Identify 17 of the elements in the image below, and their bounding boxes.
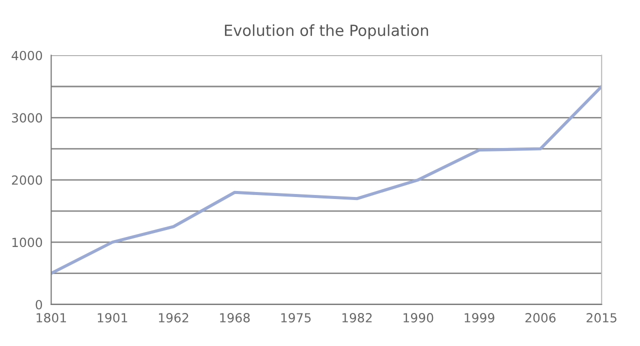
x-tick-label: 1901 — [98, 313, 128, 322]
y-tick-label: 0 — [36, 300, 42, 310]
y-tick-label: 1000 — [12, 238, 42, 248]
x-tick-label: 1968 — [220, 313, 250, 322]
x-tick-label: 1982 — [342, 313, 372, 322]
x-tick-label: 1999 — [464, 313, 494, 322]
x-tick-label: 2006 — [525, 313, 556, 322]
y-tick-label: 4000 — [12, 50, 42, 60]
x-tick-label: 1975 — [281, 313, 311, 322]
y-tick-label: 2000 — [12, 175, 42, 185]
y-tick-label: 3000 — [12, 113, 42, 123]
line-series — [51, 84, 602, 275]
x-tick-label: 1962 — [158, 313, 188, 322]
chart-title: Evolution of the Population — [224, 24, 428, 40]
x-tick-label: 2015 — [586, 313, 616, 322]
x-tick-label: 1801 — [36, 313, 66, 322]
x-tick-label: 1990 — [404, 313, 434, 322]
